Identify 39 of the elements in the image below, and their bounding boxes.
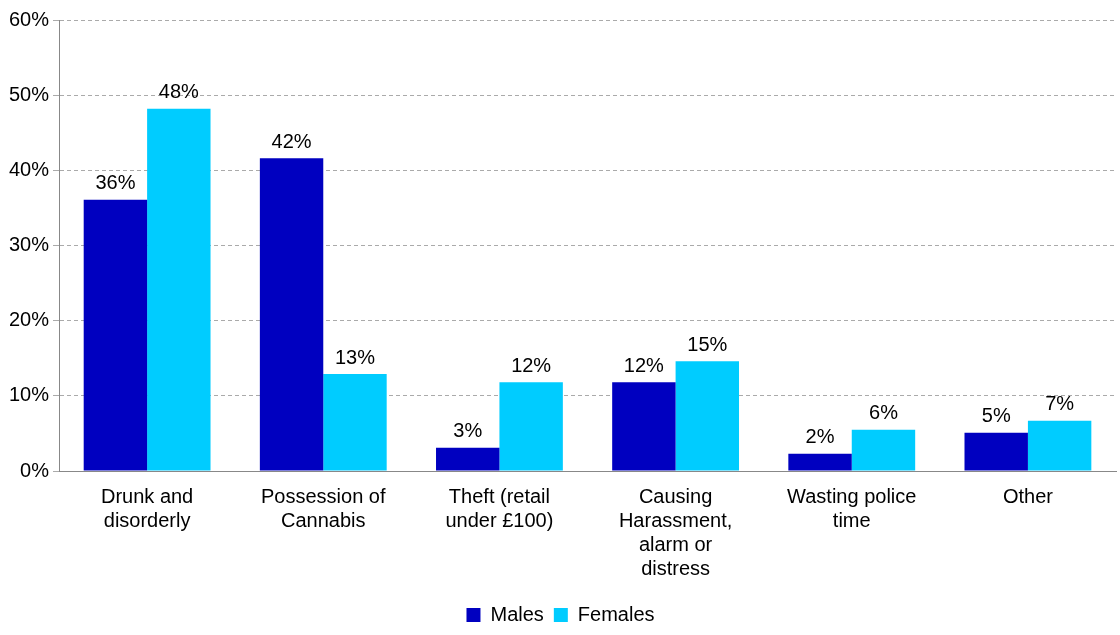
bar	[851, 429, 916, 471]
data-label: 3%	[453, 419, 483, 442]
x-tick-label: Other	[1002, 484, 1054, 507]
bar	[612, 382, 676, 471]
bar	[675, 361, 740, 471]
y-tick-label: 30%	[9, 233, 50, 256]
y-tick-label: 20%	[9, 308, 50, 331]
bar	[323, 374, 387, 471]
data-label: 42%	[271, 129, 312, 152]
data-label: 2%	[805, 425, 835, 448]
bar	[436, 447, 500, 471]
y-tick-label: 0%	[20, 458, 50, 481]
x-tick-label: Theft (retail under £100)	[445, 484, 554, 531]
x-tick-label: Causing Harassment, alarm or distress	[618, 484, 733, 579]
bar	[259, 158, 324, 471]
bar	[147, 108, 211, 471]
data-label: 15%	[687, 332, 728, 355]
legend-label: Females	[577, 602, 655, 625]
data-label: 36%	[95, 171, 136, 194]
data-label: 13%	[334, 345, 376, 368]
data-label: 48%	[158, 80, 200, 103]
x-tick-label: Possession of Cannabis	[261, 484, 386, 531]
x-tick-label: Wasting police time	[787, 484, 917, 531]
data-label: 12%	[511, 353, 552, 376]
data-label: 6%	[869, 401, 899, 424]
bar	[499, 382, 563, 471]
bar	[1027, 420, 1092, 471]
y-tick-label: 60%	[9, 7, 50, 30]
bar	[964, 432, 1028, 471]
bar	[83, 199, 148, 471]
bar	[788, 453, 852, 471]
y-tick-label: 50%	[9, 82, 50, 105]
y-tick-label: 10%	[9, 383, 50, 406]
data-label: 5%	[981, 404, 1011, 427]
data-label: 7%	[1045, 392, 1075, 415]
data-label: 12%	[623, 353, 665, 376]
legend-label: Males	[490, 602, 544, 625]
y-tick-label: 40%	[9, 157, 50, 180]
x-tick-label: Drunk and disorderly	[100, 484, 194, 531]
